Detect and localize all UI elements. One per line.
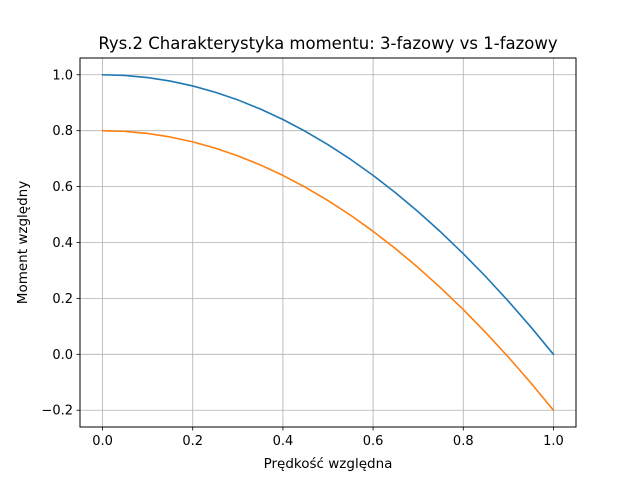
x-tick-label: 0.4 xyxy=(273,434,294,449)
y-axis-label: Moment względny xyxy=(15,181,31,304)
y-tick-label: 0.4 xyxy=(52,236,73,251)
x-tick-label: 0.2 xyxy=(182,434,203,449)
x-tick-label: 0.6 xyxy=(363,434,384,449)
x-axis-label: Prędkość względna xyxy=(264,456,393,472)
y-tick-label: 1.0 xyxy=(52,68,73,83)
series-line-2 xyxy=(101,129,555,412)
y-tick-label: 0.8 xyxy=(52,124,73,139)
x-tick-label: 0.0 xyxy=(92,434,113,449)
y-tick-label: 0.6 xyxy=(52,180,73,195)
chart-title: Rys.2 Charakterystyka momentu: 3-fazowy … xyxy=(98,34,558,53)
y-tick-label: 0.0 xyxy=(52,348,73,363)
series-layer xyxy=(101,73,555,412)
series-line-1 xyxy=(101,73,555,356)
y-tick-label: −0.2 xyxy=(41,404,73,419)
y-tick-label: 0.2 xyxy=(52,292,73,307)
x-tick-label: 0.8 xyxy=(453,434,474,449)
x-tick-label: 1.0 xyxy=(543,434,564,449)
tick-layer: 0.0 0.2 0.4 0.6 0.8 1.0 −0.2 0.0 0.2 0.4 0.6 0.8 1.0 xyxy=(41,68,563,449)
